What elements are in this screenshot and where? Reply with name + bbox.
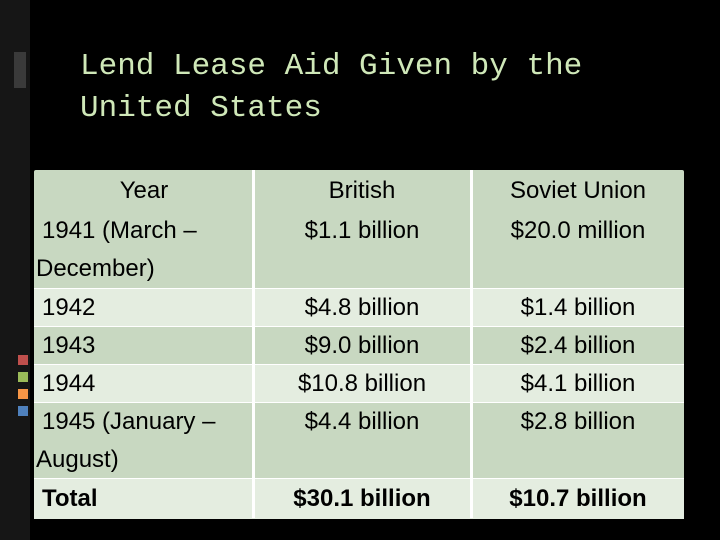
table-row: 1941 (March – December) $1.1 billion $20… — [34, 212, 684, 288]
column-divider — [252, 170, 255, 518]
decoration-square-red — [18, 355, 28, 365]
row-soviet: $2.4 billion — [520, 332, 636, 359]
row-british: $10.8 billion — [297, 370, 427, 397]
row-year-line-2: December) — [36, 255, 155, 282]
slide-left-band — [0, 0, 30, 540]
slide-title: Lend Lease Aid Given by the United State… — [80, 46, 700, 130]
row-soviet: $1.4 billion — [520, 294, 636, 321]
row-year: Total — [42, 485, 98, 512]
table-row: 1945 (January – August) $4.4 billion $2.… — [34, 402, 684, 479]
table-total-row: Total $30.1 billion $10.7 billion — [34, 478, 684, 519]
row-british: $4.4 billion — [304, 408, 420, 435]
slide-decoration-bar — [14, 52, 26, 88]
table-row: 1942 $4.8 billion $1.4 billion — [34, 288, 684, 327]
row-soviet: $2.8 billion — [520, 408, 636, 435]
slide-title-line-2: United States — [80, 91, 322, 126]
column-divider — [470, 170, 473, 518]
row-year: 1945 (January – August) — [36, 403, 252, 479]
slide-title-line-1: Lend Lease Aid Given by the — [80, 49, 583, 84]
row-year: 1944 — [42, 370, 96, 397]
row-british: $9.0 billion — [304, 332, 420, 359]
header-british: British — [328, 177, 396, 204]
decoration-square-blue — [18, 406, 28, 416]
lend-lease-table: Year British Soviet Union 1941 (March – … — [34, 170, 684, 519]
table-row: 1943 $9.0 billion $2.4 billion — [34, 326, 684, 365]
decoration-square-orange — [18, 389, 28, 399]
row-british: $30.1 billion — [293, 485, 431, 512]
row-year: 1942 — [42, 294, 96, 321]
table-header-row: Year British Soviet Union — [34, 170, 684, 212]
row-soviet: $10.7 billion — [509, 485, 647, 512]
table-row: 1944 $10.8 billion $4.1 billion — [34, 364, 684, 403]
row-soviet: $4.1 billion — [520, 370, 636, 397]
header-year: Year — [119, 177, 169, 204]
row-year-line-2: August) — [36, 446, 119, 473]
header-soviet-union: Soviet Union — [509, 177, 647, 204]
row-year: 1941 (March – December) — [36, 212, 252, 288]
row-soviet: $20.0 million — [510, 217, 646, 244]
row-year-line-1: 1945 (January – — [42, 408, 216, 435]
decoration-square-green — [18, 372, 28, 382]
row-british: $4.8 billion — [304, 294, 420, 321]
row-year-line-1: 1941 (March – — [42, 217, 197, 244]
row-year: 1943 — [42, 332, 96, 359]
row-british: $1.1 billion — [304, 217, 420, 244]
